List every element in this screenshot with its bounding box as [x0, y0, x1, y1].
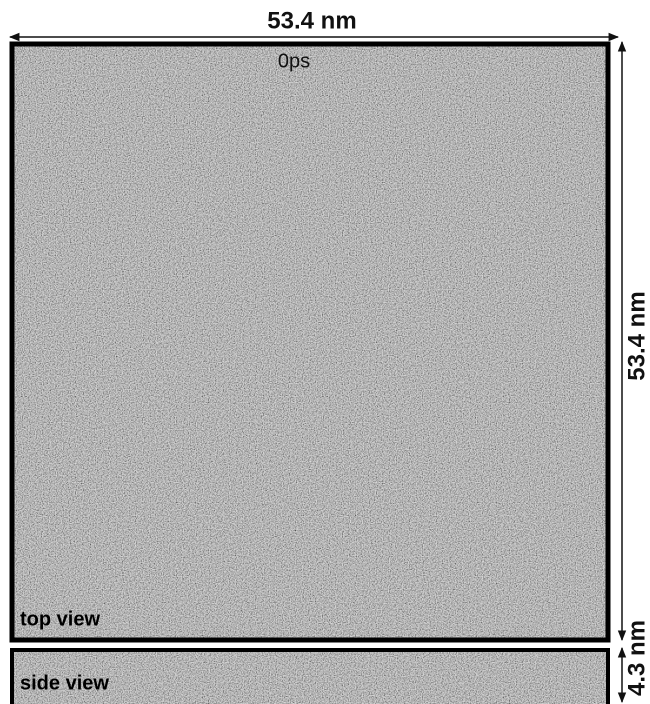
- width-label: 53.4 nm: [267, 7, 356, 34]
- thickness-label: 4.3 nm: [623, 620, 650, 696]
- top-view-texture: [12, 44, 608, 640]
- height-label: 53.4 nm: [623, 291, 650, 380]
- page: 53.4 nm 53.4 nm 4.3 nm 0ps top view side…: [0, 0, 650, 704]
- figure: 53.4 nm 53.4 nm 4.3 nm 0ps top view side…: [0, 0, 650, 704]
- top-view-label: top view: [20, 608, 100, 630]
- side-view-label: side view: [20, 672, 109, 694]
- time-label: 0ps: [278, 50, 310, 72]
